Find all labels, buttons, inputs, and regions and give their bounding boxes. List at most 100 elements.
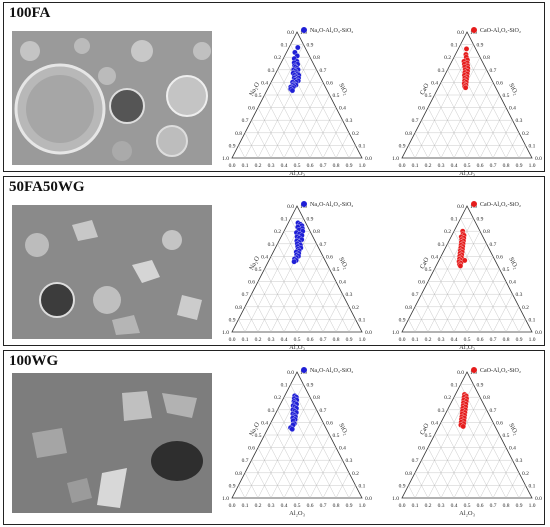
tick-label: 0.7 (242, 292, 249, 298)
grid-line (277, 243, 324, 333)
tick-label: 0.0 (287, 204, 294, 210)
tick-label: 0.0 (457, 204, 464, 210)
tick-label: 0.3 (346, 458, 353, 464)
tick-label: 0.2 (352, 471, 359, 477)
tick-label: 0.8 (405, 471, 412, 477)
grid-line (238, 319, 246, 333)
tick-label: 0.0 (287, 370, 294, 376)
tick-label: 0.8 (503, 337, 510, 343)
grid-line (466, 94, 500, 159)
tick-label: 1.0 (222, 496, 229, 502)
tick-label: 0.2 (425, 503, 432, 509)
grid-line (270, 69, 317, 159)
tick-label: 0.5 (333, 267, 340, 273)
tick-label: 0.7 (490, 408, 497, 414)
tick-label: 1.0 (470, 370, 477, 376)
legend-marker (301, 27, 307, 33)
data-point (463, 46, 470, 52)
tick-label: 0.8 (483, 55, 490, 61)
tick-label: 0.4 (339, 106, 346, 112)
legend-label: CaO-Al₂O₃-SiO₂ (480, 28, 521, 34)
tick-label: 1.0 (300, 204, 307, 210)
tick-label: 0.3 (346, 118, 353, 124)
ternary-diagram: 0.00.00.00.10.10.10.20.20.20.30.30.30.40… (392, 201, 542, 351)
tick-label: 0.3 (438, 408, 445, 414)
tick-label: 0.9 (399, 483, 406, 489)
tick-label: 0.7 (490, 337, 497, 343)
tick-label: 0.4 (509, 280, 516, 286)
tick-label: 0.6 (248, 446, 255, 452)
tick-label: 0.3 (268, 337, 275, 343)
tick-label: 0.2 (522, 305, 529, 311)
sem-micrograph (12, 373, 212, 513)
grid-line (460, 44, 520, 159)
grid-line (348, 145, 356, 159)
tick-label: 0.1 (529, 317, 536, 323)
tick-label: 0.2 (274, 55, 281, 61)
tick-label: 0.9 (229, 317, 236, 323)
tick-label: 0.0 (365, 496, 372, 502)
panel-100wg: 100WG (3, 350, 545, 525)
tick-label: 1.0 (359, 337, 366, 343)
tick-label: 0.4 (339, 280, 346, 286)
tick-label: 0.7 (490, 503, 497, 509)
tick-label: 0.5 (333, 433, 340, 439)
tick-label: 0.0 (399, 337, 406, 343)
grid-line (492, 294, 513, 333)
tick-label: 0.7 (412, 118, 419, 124)
data-point (289, 87, 296, 94)
panel-label: 100FA (9, 5, 51, 21)
tick-label: 0.8 (405, 305, 412, 311)
tick-label: 0.6 (326, 254, 333, 260)
grid-line (264, 94, 298, 159)
grid-line (460, 384, 520, 499)
sem-micrograph (12, 31, 212, 165)
grid-line (277, 69, 324, 159)
grid-line (296, 94, 330, 159)
tick-label: 0.1 (281, 383, 288, 389)
data-point (460, 423, 466, 430)
tick-label: 0.5 (294, 337, 301, 343)
tick-label: 1.0 (359, 163, 366, 169)
axis-label-bottom: Al₂O₃ (289, 510, 305, 517)
tick-label: 0.2 (444, 395, 451, 401)
sem-micrograph (12, 205, 212, 339)
tick-label: 0.6 (307, 337, 314, 343)
axis-label-bottom: Al₂O₃ (289, 170, 305, 177)
tick-label: 0.9 (229, 483, 236, 489)
tick-label: 0.2 (522, 471, 529, 477)
tick-label: 0.8 (313, 395, 320, 401)
grid-line (421, 120, 442, 159)
tick-label: 0.1 (451, 217, 458, 223)
tick-label: 0.1 (451, 43, 458, 49)
tick-label: 0.2 (425, 163, 432, 169)
tick-label: 0.8 (313, 55, 320, 61)
tick-label: 0.8 (503, 163, 510, 169)
tick-label: 0.9 (399, 143, 406, 149)
tick-label: 0.5 (425, 267, 432, 273)
tick-label: 0.7 (320, 242, 327, 248)
axis-label-right: SiO₂ (507, 82, 519, 96)
axis-label-bottom: Al₂O₃ (459, 344, 475, 351)
tick-label: 0.9 (346, 163, 353, 169)
tick-label: 0.7 (412, 458, 419, 464)
legend-label: Na₂O-Al₂O₃-SiO₂ (310, 202, 353, 208)
tick-label: 0.8 (235, 131, 242, 137)
grid-line (408, 145, 416, 159)
tick-label: 0.6 (496, 420, 503, 426)
tick-label: 0.5 (294, 163, 301, 169)
grid-line (270, 243, 317, 333)
tick-label: 0.6 (307, 503, 314, 509)
tick-label: 0.3 (438, 68, 445, 74)
tick-label: 0.5 (503, 93, 510, 99)
tick-label: 0.1 (412, 337, 419, 343)
tick-label: 0.6 (307, 163, 314, 169)
axis-label-right: SiO₂ (507, 422, 519, 436)
tick-label: 0.2 (352, 305, 359, 311)
tick-label: 1.0 (392, 330, 399, 336)
tick-label: 0.5 (425, 93, 432, 99)
tick-label: 0.0 (399, 163, 406, 169)
axis-label-apex: CaO (419, 82, 431, 96)
tick-label: 0.0 (535, 496, 542, 502)
grid-line (251, 294, 272, 333)
